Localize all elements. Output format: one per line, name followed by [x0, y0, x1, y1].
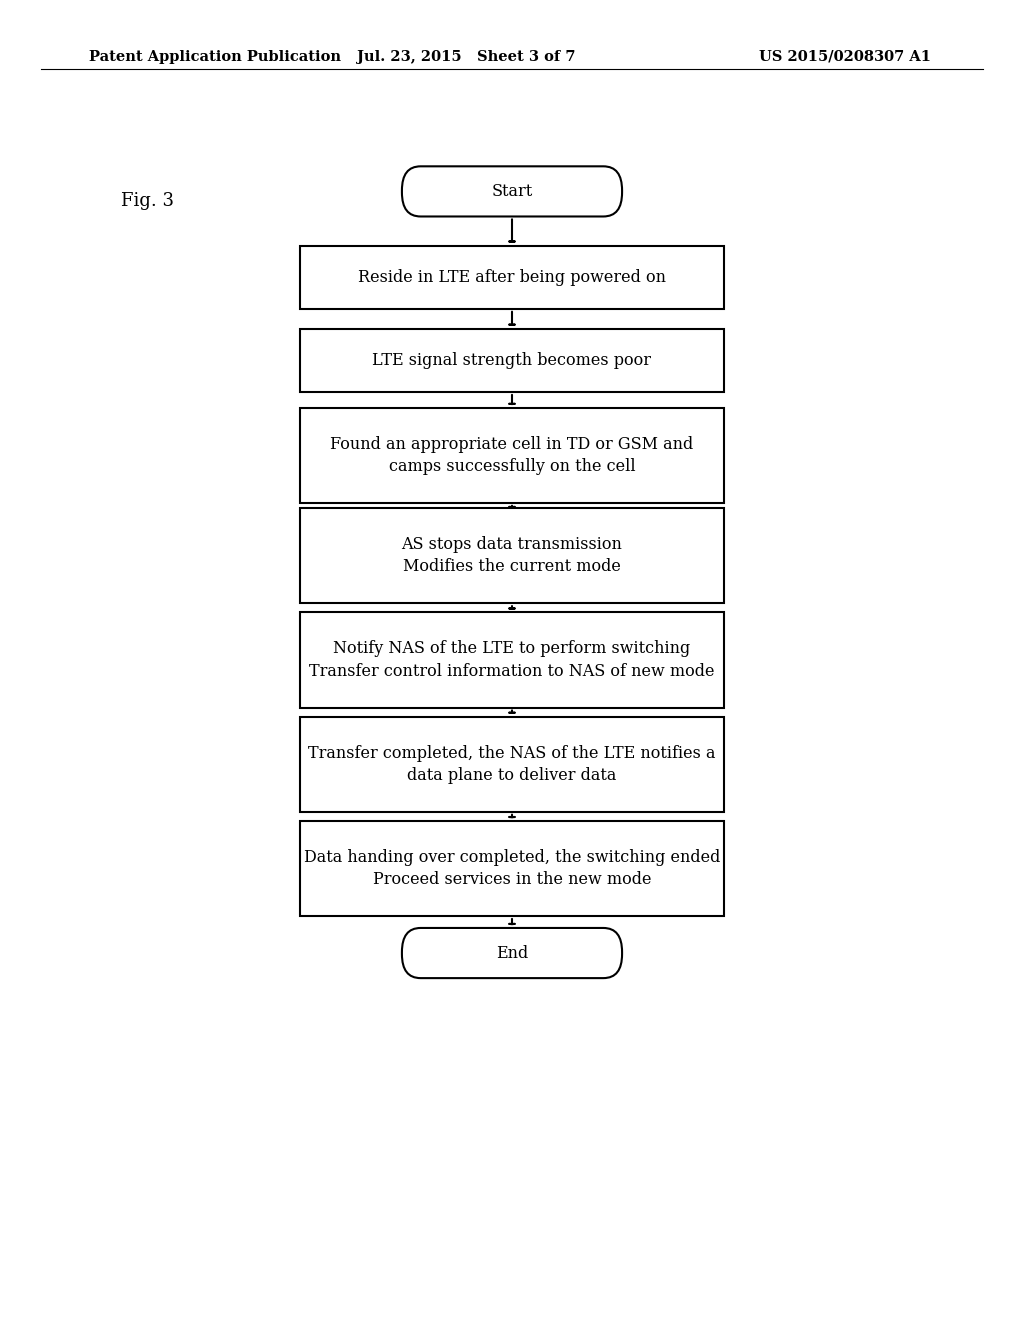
- Text: Found an appropriate cell in TD or GSM and
camps successfully on the cell: Found an appropriate cell in TD or GSM a…: [331, 436, 693, 475]
- Text: Start: Start: [492, 183, 532, 199]
- Bar: [299, 821, 725, 916]
- Text: End: End: [496, 945, 528, 961]
- FancyBboxPatch shape: [401, 166, 623, 216]
- Bar: [299, 612, 725, 708]
- Text: Patent Application Publication: Patent Application Publication: [89, 50, 341, 63]
- Text: AS stops data transmission
Modifies the current mode: AS stops data transmission Modifies the …: [401, 536, 623, 576]
- Text: Fig. 3: Fig. 3: [121, 191, 174, 210]
- Bar: [299, 717, 725, 812]
- Text: Jul. 23, 2015   Sheet 3 of 7: Jul. 23, 2015 Sheet 3 of 7: [356, 50, 575, 63]
- Text: US 2015/0208307 A1: US 2015/0208307 A1: [759, 50, 931, 63]
- Text: LTE signal strength becomes poor: LTE signal strength becomes poor: [373, 352, 651, 368]
- Bar: [299, 508, 725, 603]
- Bar: [299, 246, 725, 309]
- Bar: [299, 408, 725, 503]
- Text: Reside in LTE after being powered on: Reside in LTE after being powered on: [358, 269, 666, 285]
- Bar: [299, 329, 725, 392]
- FancyBboxPatch shape: [401, 928, 623, 978]
- Text: Transfer completed, the NAS of the LTE notifies a
data plane to deliver data: Transfer completed, the NAS of the LTE n…: [308, 744, 716, 784]
- Text: Data handing over completed, the switching ended
Proceed services in the new mod: Data handing over completed, the switchi…: [304, 849, 720, 888]
- Text: Notify NAS of the LTE to perform switching
Transfer control information to NAS o: Notify NAS of the LTE to perform switchi…: [309, 640, 715, 680]
